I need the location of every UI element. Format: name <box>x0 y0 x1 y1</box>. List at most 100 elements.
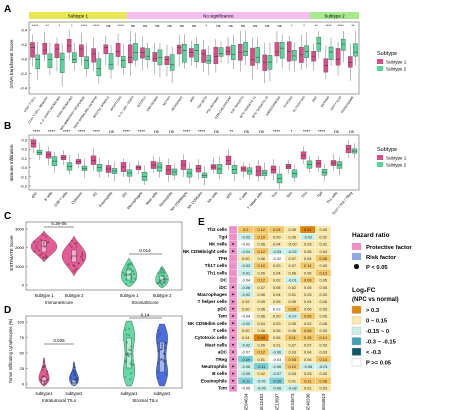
panel-e-hr-legend-title: Hazard ratio <box>352 232 390 239</box>
panel-e-cell-value: 0.09 <box>304 315 311 319</box>
panel-a-label: A <box>4 4 11 15</box>
panel-d-violin-subtype2b-point <box>159 333 161 335</box>
panel-a-box-subtype1 <box>348 56 353 68</box>
panel-b-xlabel: T cells <box>239 191 249 202</box>
panel-d-group-2: Stromal TILs <box>132 398 158 403</box>
panel-e-row-label: T cells <box>213 328 228 333</box>
panel-d-violin-subtype2b-box <box>159 341 165 373</box>
panel-e-column-label: GSE40290 <box>305 393 310 410</box>
panel-b-xlabel: Macrophages <box>126 191 143 210</box>
panel-b-sig-label: **** <box>318 129 325 134</box>
panel-c-violin-subtype1-point <box>43 245 46 248</box>
panel-b-sig-label: ns <box>349 129 355 134</box>
panel-d-violin-subtype1b-point <box>124 376 127 379</box>
panel-a-box-subtype1 <box>323 58 329 73</box>
panel-c-violin-subtype1b-point <box>133 273 135 275</box>
panel-e-hr-sig-dot <box>232 351 234 353</box>
panel-e-column-label: GSE13597 <box>274 393 279 410</box>
panel-e-cell-value: -0.02 <box>241 322 250 326</box>
panel-c-violin-subtype1b-point <box>129 273 131 275</box>
panel-e-row-label: NK cells <box>209 242 228 247</box>
panel-e-cell-value: -0.05 <box>241 372 250 376</box>
panel-e-cell-value: 0.01 <box>289 379 296 383</box>
panel-e-hr-legend-label: P < 0.05 <box>366 265 388 271</box>
panel-e-cell-value: 0.01 <box>273 343 280 347</box>
panel-a-sig-label: * <box>291 23 293 28</box>
panel-d-violin-subtype1b-point <box>129 362 132 365</box>
panel-a-ytick: 0.0 <box>21 57 27 62</box>
panel-e-cell-value: 0.05 <box>320 307 327 311</box>
panel-a-xlabel: DNA REPAIR <box>146 95 160 113</box>
panel-c-violin-subtype2-point <box>75 245 78 248</box>
panel-c-violin-subtype1b-point <box>131 280 134 283</box>
panel-a-box-subtype1 <box>103 44 109 55</box>
panel-e-hr-cell <box>228 269 238 277</box>
panel-e-hr-cell <box>228 225 238 234</box>
panel-e-cell-value: 0.00 <box>242 257 249 261</box>
panel-e-cell-value: 0.05 <box>289 228 296 232</box>
panel-d-ytick: 0 <box>22 382 25 387</box>
panel-e-cell-value: -0.11 <box>242 379 250 383</box>
panel-c-violin-subtype2b-point <box>157 272 160 275</box>
panel-c-violin-subtype2-point <box>73 265 76 268</box>
panel-d-violin-subtype2b-point <box>164 359 167 362</box>
panel-c-violin-subtype1b-point <box>125 282 128 285</box>
panel-d-violin-subtype1-point <box>42 375 44 378</box>
panel-d-violin-subtype2b-point <box>161 343 163 346</box>
panel-a-box-subtype1 <box>30 42 35 58</box>
panel-b-xlabels: aDC B cells CD8 T cells Cytotoxic DC Eosinoph… <box>31 191 354 216</box>
panel-e-cell-value: 0.06 <box>289 235 296 239</box>
panel-a-box-subtype1 <box>128 44 133 64</box>
panel-d-violin-subtype1b-point <box>130 360 133 363</box>
panel-e-cell-value: 0.13 <box>320 271 327 275</box>
panel-e-row-label: TReg <box>216 357 228 362</box>
panel-d-violin-subtype2-point <box>71 381 73 384</box>
panel-c-violin-subtype1-point <box>35 244 38 247</box>
panel-e-legend: Hazard ratio Protective factor Risk facto… <box>351 232 412 367</box>
panel-e-cell-value: 0.09 <box>289 307 296 311</box>
panel-e-hr-cell <box>228 254 238 263</box>
panel-a-sig-label: ns <box>253 23 257 28</box>
panel-b-sig-label: ns <box>109 129 115 134</box>
panel-a-legend-item-1: Subtype 1 <box>386 60 407 65</box>
panel-d-violin-subtype1-point <box>44 375 46 378</box>
panel-c-violin-subtype1-point <box>46 256 49 259</box>
panel-d-violin-subtype1b-point <box>125 333 128 336</box>
panel-e-cell-value: 0.00 <box>273 322 280 326</box>
panel-e-cell-value: 0.24 <box>273 228 280 232</box>
panel-e-cell-value: 0.03 <box>320 351 327 355</box>
panel-e-hr-sig-dot <box>232 379 234 382</box>
panel-e-cell-value: 0.12 <box>258 351 265 355</box>
panel-c-violin-subtype1-point <box>45 255 48 258</box>
panel-b-plot-frame <box>28 134 360 191</box>
panel-d-violin-subtype2-point <box>72 363 75 366</box>
panel-e-row-label: TFH <box>218 256 228 261</box>
panel-e-row-label: Th17 cells <box>205 263 228 268</box>
panel-a-band-label: Subtype 2 <box>324 13 345 18</box>
panel-b-sig-label: * <box>291 129 293 134</box>
panel-e-fc-legend-label: -0.15 ~ 0 <box>366 329 389 335</box>
panel-e-cell-value: 0.06 <box>320 300 327 304</box>
panel-d-violin-subtype1b-point <box>124 328 127 331</box>
panel-d-violin-subtype2b-point <box>156 371 159 374</box>
panel-c-violin-subtype1-point <box>42 242 45 245</box>
panel-c-violin-subtype1-point <box>44 240 47 242</box>
panel-e-hr-sig-dot <box>232 293 234 296</box>
panel-e-cell-value: 0.05 <box>320 264 327 268</box>
panel-a-box-subtype2 <box>169 54 175 71</box>
panel-a-sig-label: **** <box>93 23 100 28</box>
panel-e-cell-value: 0.07 <box>289 257 296 261</box>
panel-d-violin-subtype1-point <box>46 379 49 382</box>
panel-e-cell-value: -0.06 <box>272 365 281 369</box>
panel-a-box-subtype1 <box>54 43 60 58</box>
panel-e-cell-value: 0.09 <box>304 279 311 283</box>
panel-e-row-label: aDC <box>218 350 228 355</box>
panel-a-box-subtype1 <box>225 46 231 56</box>
panel-c-violin-subtype2-point <box>81 257 84 260</box>
panel-e-cell-value: -0.08 <box>288 387 297 391</box>
panel-a-box-subtype1 <box>152 52 158 62</box>
panel-a-box-subtype1 <box>164 56 170 65</box>
panel-c-violin-subtype1-point <box>38 249 40 252</box>
panel-a-band-label: No significance <box>203 13 234 18</box>
panel-b-legend-item-2: Subtype 2 <box>386 163 407 168</box>
